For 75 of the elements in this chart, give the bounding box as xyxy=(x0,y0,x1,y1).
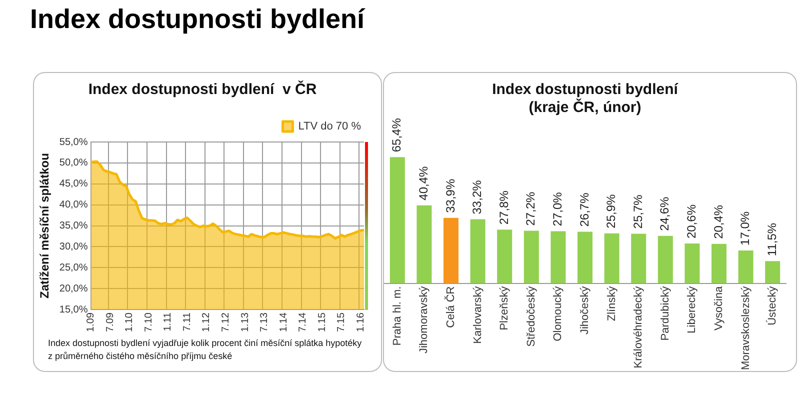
x-tick-label: 1.10 xyxy=(124,312,136,332)
data-label: 33,9% xyxy=(443,178,458,213)
x-tick-label: Celá ČR xyxy=(444,286,458,328)
y-tick-label: 40,0% xyxy=(59,200,88,211)
bar xyxy=(443,218,459,284)
x-tick-label: Středočeský xyxy=(525,286,538,347)
x-tick-label: Jihočeský xyxy=(579,286,592,335)
x-tick-label: 1.16 xyxy=(356,312,367,332)
bar xyxy=(631,234,646,284)
data-label: 24,6% xyxy=(658,196,672,231)
y-axis-title: Zatížení měsíční splátkou xyxy=(38,153,52,298)
bar xyxy=(738,250,754,284)
x-tick-label: 1.09 xyxy=(86,312,97,332)
legend-label: LTV do 70 % xyxy=(298,120,362,133)
x-tick-label: Zlínský xyxy=(606,286,618,322)
x-tick-label: 7.09 xyxy=(104,312,116,332)
x-tick-label: Vysočina xyxy=(713,285,726,330)
bar xyxy=(497,230,512,284)
bar xyxy=(711,244,727,284)
x-tick-label: 1.14 xyxy=(278,312,290,332)
bar xyxy=(470,219,486,284)
x-tick-label: Královéhradecký xyxy=(632,286,645,368)
x-tick-label: 1.15 xyxy=(316,312,328,332)
y-tick-label: 35,0% xyxy=(59,220,88,232)
data-label: 33,2% xyxy=(470,180,484,214)
y-tick-label: 45,0% xyxy=(59,178,88,190)
data-label: 40,4% xyxy=(416,166,431,200)
x-tick-label: 7.15 xyxy=(336,312,348,332)
y-tick-label: 55,0% xyxy=(59,136,88,148)
x-tick-label: Karlovarský xyxy=(472,286,484,344)
x-tick-label: Praha hl. m. xyxy=(391,286,404,346)
bar xyxy=(684,244,700,284)
y-tick-label: 20,0% xyxy=(59,283,88,294)
data-label: 20,6% xyxy=(684,204,699,239)
bar xyxy=(658,236,673,284)
x-tick-label: Plzeňský xyxy=(498,286,511,330)
bar xyxy=(416,205,432,284)
x-tick-label: 1.11 xyxy=(162,312,174,332)
data-label: 27,8% xyxy=(496,190,511,225)
x-tick-label: Ústecký xyxy=(766,286,779,326)
x-tick-label: 1.13 xyxy=(240,312,251,332)
x-tick-label: Moravskoslezský xyxy=(740,286,752,370)
bar xyxy=(604,233,620,284)
data-label: 20,4% xyxy=(711,204,726,239)
bar xyxy=(524,230,539,284)
bar xyxy=(550,231,566,284)
data-label: 25,7% xyxy=(630,194,645,229)
data-label: 17,0% xyxy=(738,211,752,246)
x-tick-label: Olomoucký xyxy=(552,286,564,342)
x-tick-label: 7.11 xyxy=(182,312,193,332)
text: Index dostupnosti bydlení xyxy=(30,4,365,35)
data-label: 11,5% xyxy=(764,222,779,256)
data-label: 25,9% xyxy=(604,194,618,228)
data-label: 26,7% xyxy=(577,192,592,227)
y-tick-label: 30,0% xyxy=(59,241,88,252)
y-tick-label: 15,0% xyxy=(59,304,88,316)
x-tick-label: 7.13 xyxy=(259,312,270,332)
x-tick-label: 7.14 xyxy=(298,312,309,332)
data-label: 27,0% xyxy=(550,192,565,226)
chart-title: Index dostupnosti bydlení v ČR xyxy=(88,80,317,98)
x-tick-label: Pardubický xyxy=(659,286,672,341)
bar xyxy=(390,157,405,284)
bar xyxy=(765,261,780,284)
x-tick-label: 7.12 xyxy=(220,312,232,332)
chart-title: Index dostupnosti bydlení (kraje ČR, únor) xyxy=(492,81,679,116)
text: Index dostupnosti bydlení vyjadřuje kolik procent činí měsíční splátka hypotéky z průměrného čistého měsíčního příjmu české xyxy=(47,337,363,363)
y-tick-label: 25,0% xyxy=(59,262,88,274)
data-label: 65,4% xyxy=(390,118,404,152)
x-tick-label: 7.10 xyxy=(143,312,154,332)
x-tick-label: Liberecký xyxy=(686,286,698,334)
y-tick-label: 50,0% xyxy=(59,158,88,169)
x-tick-label: 1.12 xyxy=(201,312,212,332)
x-tick-label: Jihomoravský xyxy=(418,286,430,354)
bar xyxy=(577,232,593,284)
data-label: 27,2% xyxy=(524,191,538,226)
